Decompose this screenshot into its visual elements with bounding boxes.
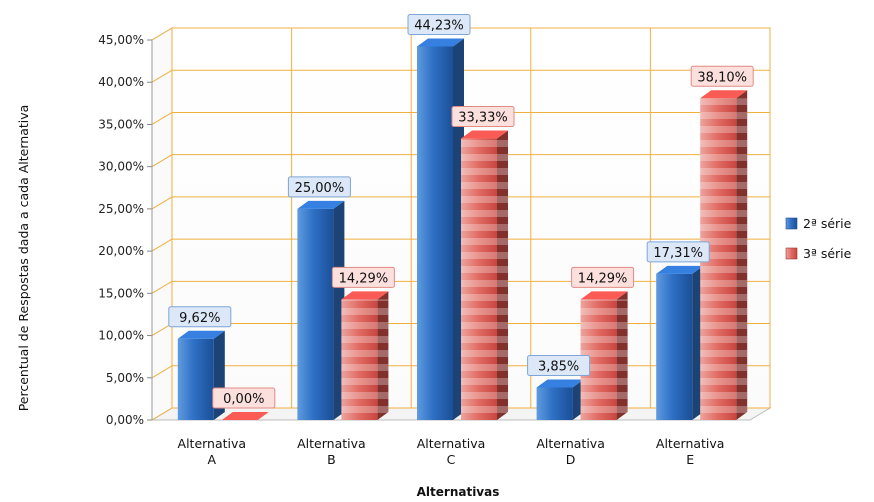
data-label: 38,10% [690,65,754,87]
bar [341,291,389,420]
x-axis-title: Alternativas [417,485,500,499]
y-tick-label: 25,00% [98,202,144,216]
data-label: 33,33% [451,106,515,128]
bar [656,265,704,420]
legend-item: 3ª série [785,246,852,261]
x-tick-label: Alternativa A [178,436,247,467]
svg-text:9,62%: 9,62% [179,311,220,326]
bar [580,291,628,420]
svg-text:44,23%: 44,23% [414,19,464,34]
y-tick-label: 20,00% [98,244,144,258]
data-label: 17,31% [646,241,710,263]
bar [221,412,269,420]
y-tick-label: 45,00% [98,33,144,47]
y-tick-label: 10,00% [98,329,144,343]
x-tick-label: Alternativa E [656,436,725,467]
data-label: 14,29% [331,266,395,288]
svg-text:14,29%: 14,29% [578,271,628,286]
x-tick-label: Alternativa D [536,436,605,467]
legend: 2ª série 3ª série [785,216,852,261]
y-tick-label: 5,00% [106,371,144,385]
x-axis: Alternativa A Alternativa B Alternativa C Alte… [178,436,725,467]
data-label: 0,00% [212,387,276,409]
y-tick-label: 35,00% [98,117,144,131]
bar [417,38,464,420]
bar [461,130,508,420]
svg-text:0,00%: 0,00% [223,392,264,407]
y-tick-label: 40,00% [98,75,144,89]
svg-text:2ª série: 2ª série [803,216,852,231]
data-label: 44,23% [407,14,471,36]
y-axis: 0,00% 5,00% 10,00% 15,00% 20,00% 25,00% 30,00%… [98,33,144,427]
svg-text:25,00%: 25,00% [295,181,345,196]
y-tick-label: 0,00% [106,413,144,427]
bar [536,379,584,420]
data-label: 9,62% [168,306,232,328]
y-tick-label: 30,00% [98,160,144,174]
svg-text:3ª série: 3ª série [803,246,852,261]
data-label: 3,85% [527,354,591,376]
x-tick-label: Alternativa B [297,436,366,467]
y-tick-label: 15,00% [98,286,144,300]
svg-text:33,33%: 33,33% [458,111,508,126]
bar [297,200,345,420]
svg-text:3,85%: 3,85% [538,359,579,374]
x-tick-label: Alternativa C [417,436,486,467]
svg-text:17,31%: 17,31% [653,246,703,261]
bar [177,330,225,420]
data-labels: 9,62% 0,00% 25,00% 14,29% 44,23% 33,33% 3,85% 1… [168,14,754,409]
data-label: 25,00% [287,176,351,198]
svg-text:38,10%: 38,10% [697,70,747,85]
legend-item: 2ª série [785,216,852,231]
y-axis-title: Percentual de Respostas dada a cada Alte… [16,105,31,412]
bars [177,38,748,421]
data-label: 14,29% [571,266,635,288]
svg-text:14,29%: 14,29% [339,271,389,286]
